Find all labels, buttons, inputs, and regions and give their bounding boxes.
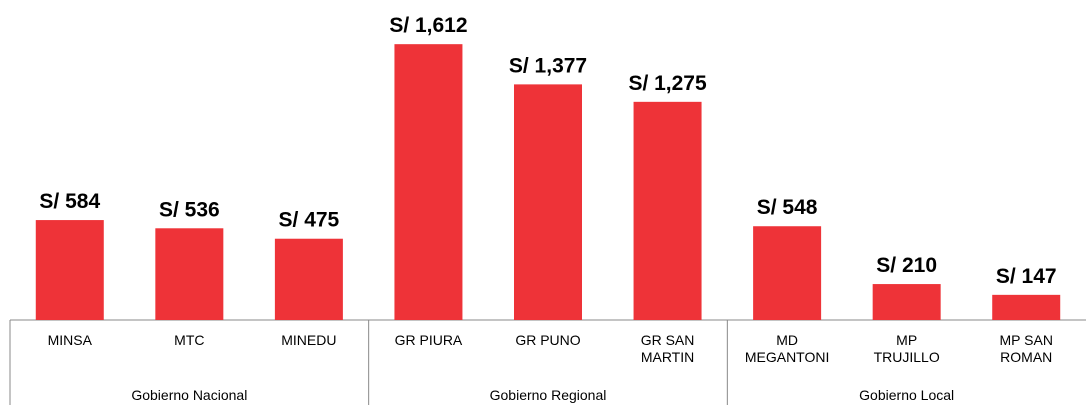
group-label: Gobierno Nacional (131, 387, 248, 403)
x-tick-label: MTC (174, 332, 205, 348)
x-tick-label: MP TRUJILLO (873, 332, 940, 365)
x-tick-label: MP SAN ROMAN (999, 332, 1053, 365)
x-tick-label: GR SAN MARTIN (640, 332, 695, 365)
x-tick-label: GR PIURA (394, 332, 463, 348)
bar (155, 228, 224, 320)
bar (992, 294, 1061, 320)
value-label: S/ 548 (757, 196, 818, 219)
value-label: S/ 1,612 (389, 14, 467, 37)
bar (514, 84, 582, 320)
bar (274, 238, 343, 320)
bar (872, 284, 941, 320)
bar (753, 226, 822, 320)
bar (633, 101, 702, 320)
value-label: S/ 584 (39, 190, 100, 213)
value-label: S/ 536 (159, 198, 220, 221)
x-tick-label: MD MEGANTONI (744, 332, 830, 365)
x-tick-label: MINEDU (281, 332, 337, 348)
value-label: S/ 475 (279, 209, 340, 232)
value-label: S/ 1,377 (509, 54, 587, 77)
group-label: Gobierno Regional (489, 387, 607, 403)
bar (394, 44, 463, 321)
bar (35, 220, 104, 320)
value-label: S/ 210 (876, 254, 937, 277)
value-label: S/ 1,275 (628, 72, 707, 95)
x-tick-label: GR PUNO (515, 332, 581, 348)
x-tick-label: MINSA (47, 332, 92, 348)
group-label: Gobierno Local (859, 387, 955, 403)
value-label: S/ 147 (996, 265, 1057, 288)
